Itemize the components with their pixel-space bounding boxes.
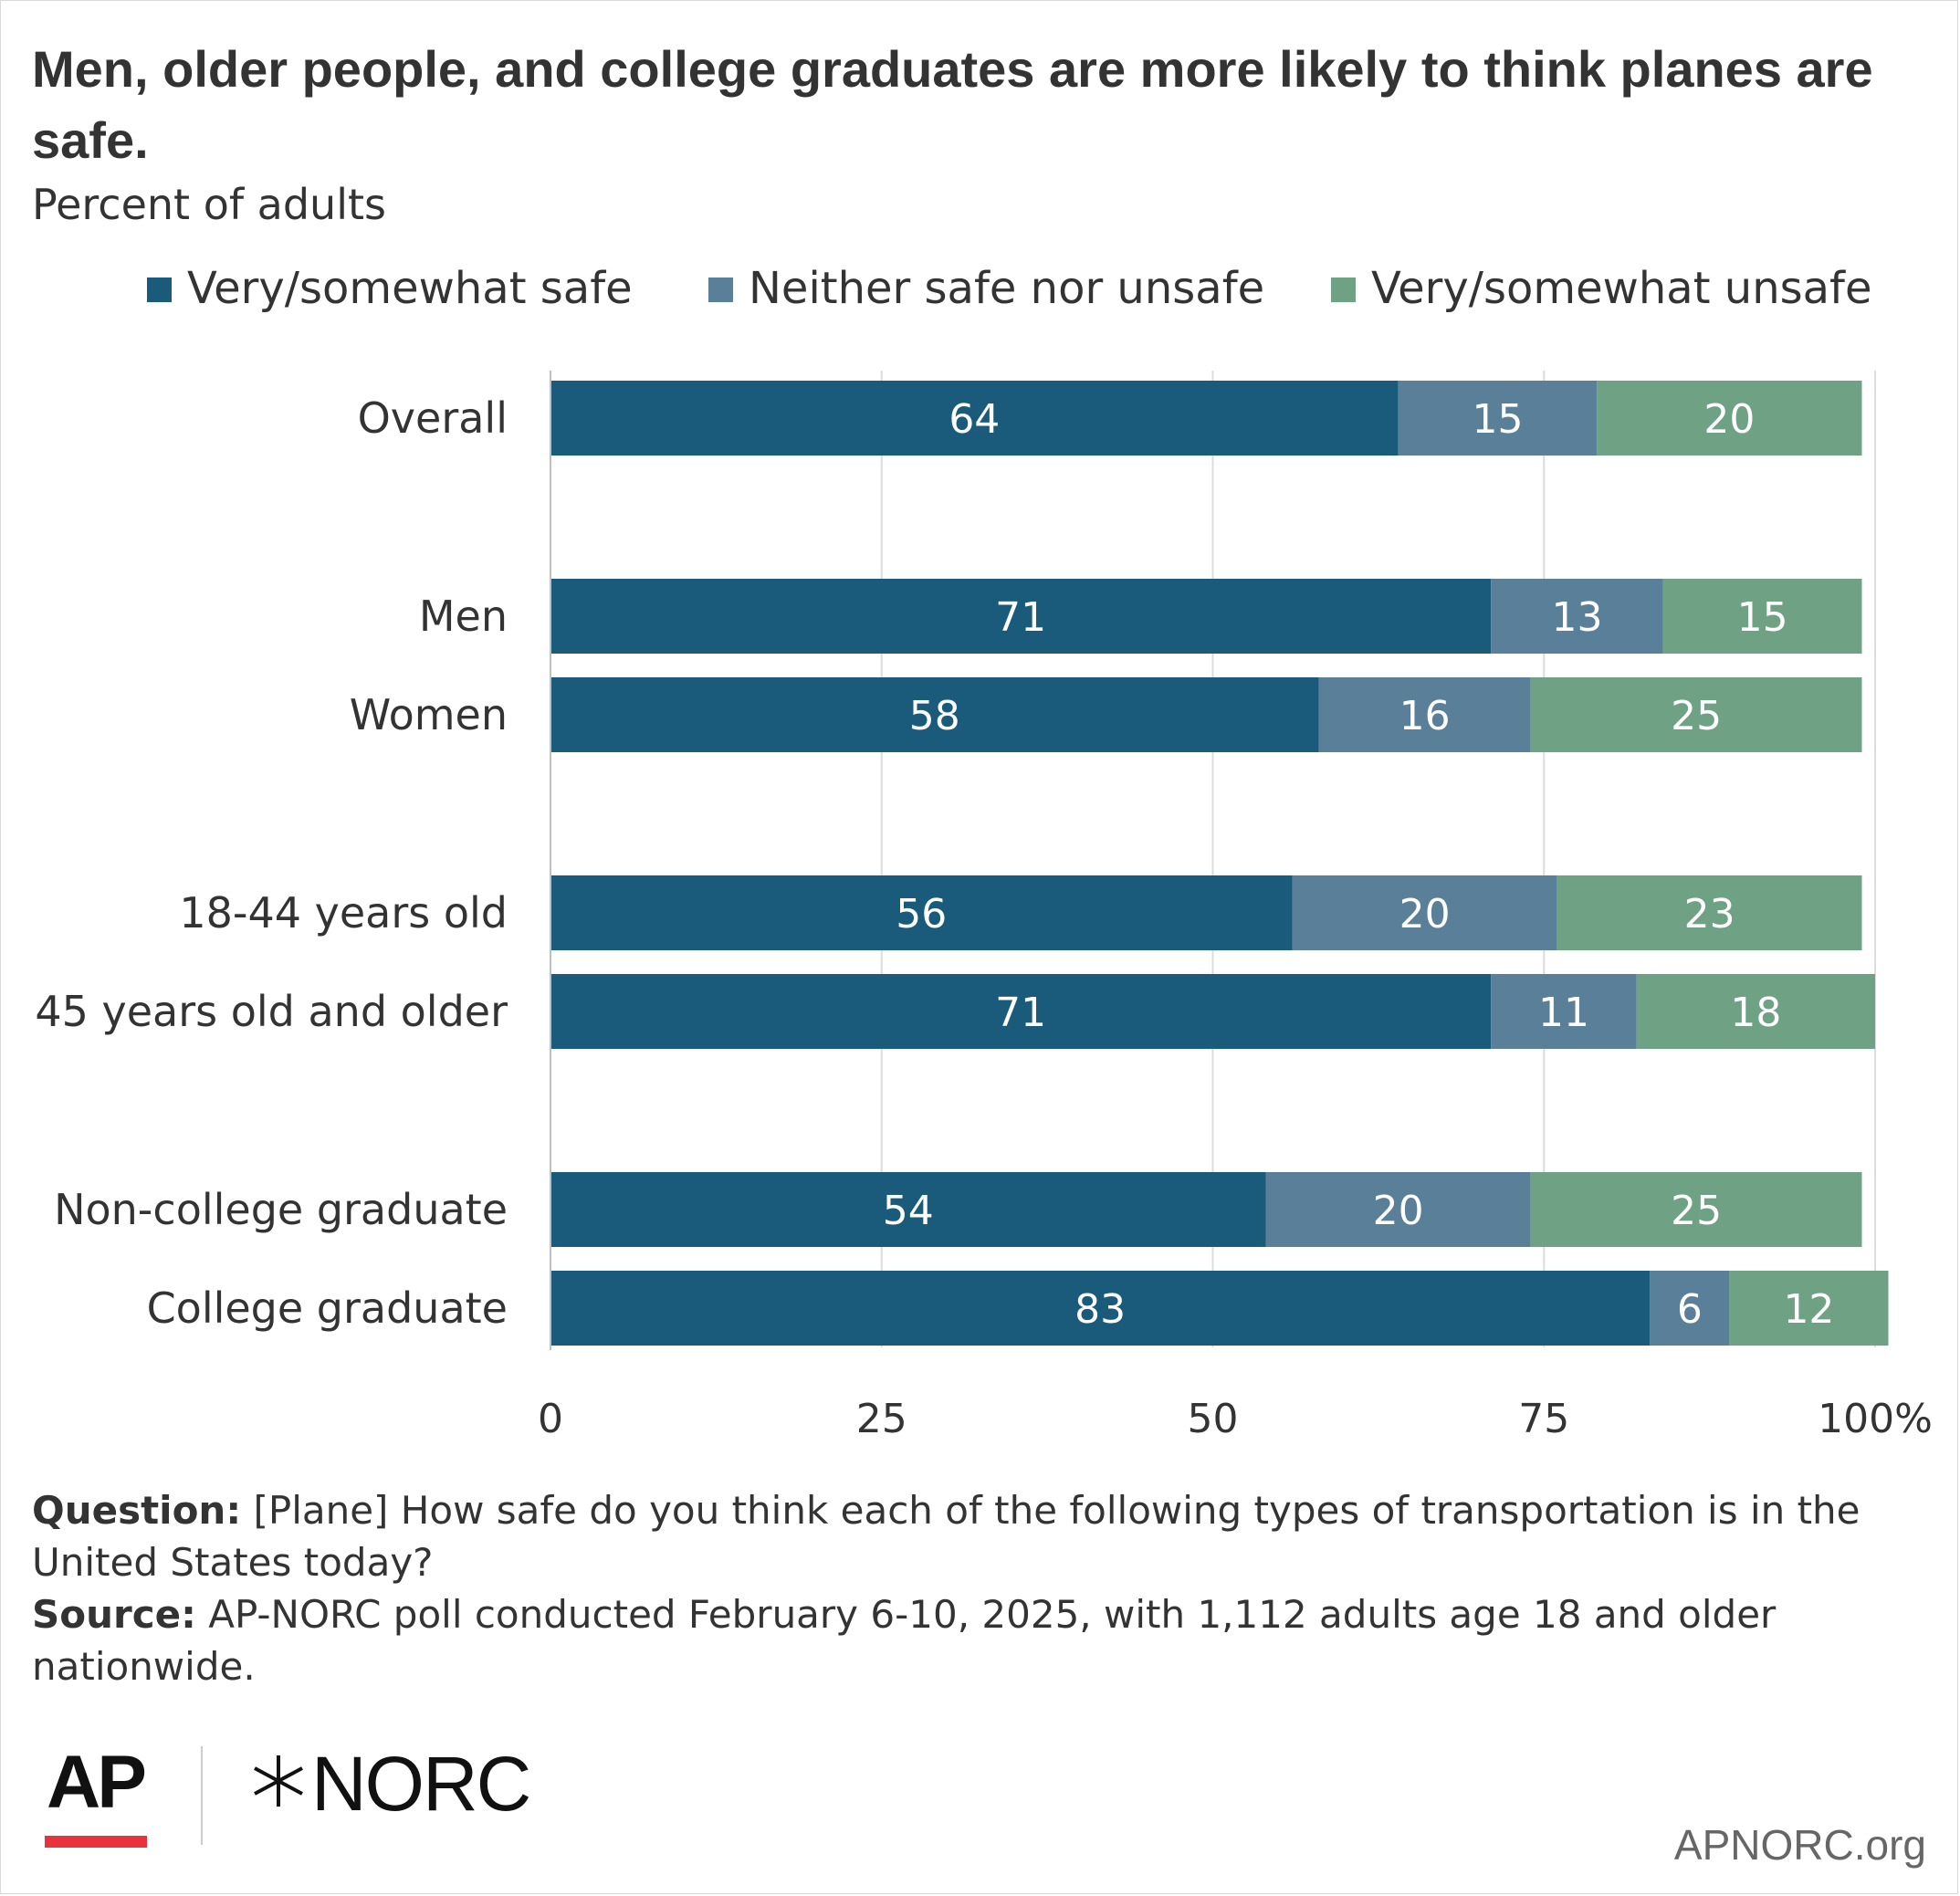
norc-star-icon: [254, 1755, 303, 1807]
x-tick-label: 100%: [1818, 1396, 1933, 1442]
bar-value-label: 54: [883, 1188, 934, 1234]
site-url: APNORC.org: [1673, 1821, 1926, 1869]
bar-value-label: 15: [1472, 396, 1523, 443]
bar-value-label: 12: [1783, 1286, 1834, 1333]
source-text: AP-NORC poll conducted February 6-10, 20…: [32, 1592, 1777, 1689]
category-label: Men: [419, 592, 508, 641]
bar-value-label: 11: [1538, 990, 1589, 1036]
bar-segment: [550, 579, 1492, 654]
bar-value-label: 20: [1373, 1188, 1424, 1234]
bar-segment: [1398, 381, 1598, 456]
bar-chart: 0 25 50 75 100% Overall 64 15 20 Men 71 13 15 Women 58…: [35, 371, 1933, 1442]
bar-value-label: 18: [1730, 990, 1781, 1036]
legend-label-neither: Neither safe nor unsafe: [749, 263, 1265, 314]
bar-segment: [550, 381, 1399, 456]
logo-divider: [201, 1746, 203, 1845]
legend-label-unsafe: Very/somewhat unsafe: [1371, 263, 1872, 314]
category-label: College graduate: [147, 1283, 508, 1333]
bar-value-label: 25: [1671, 1188, 1722, 1234]
category-label: Non-college graduate: [54, 1185, 508, 1234]
bar-value-label: 58: [909, 693, 960, 739]
bar-segment: [550, 677, 1319, 752]
x-tick-label: 50: [1188, 1396, 1239, 1442]
legend-swatch-safe: [147, 278, 172, 302]
bar-segment: [1636, 974, 1875, 1049]
bar-value-label: 20: [1703, 396, 1755, 443]
x-tick-label: 75: [1518, 1396, 1569, 1442]
bar-value-label: 20: [1399, 891, 1451, 938]
bar-segment: [1729, 1271, 1889, 1346]
bar-value-label: 83: [1074, 1286, 1126, 1333]
source-key: Source:: [32, 1592, 196, 1637]
legend-swatch-neither: [708, 278, 733, 302]
bar-segment: [550, 1172, 1266, 1247]
legend-label-safe: Very/somewhat safe: [187, 263, 633, 314]
bar-segment: [1265, 1172, 1531, 1247]
bar-value-label: 71: [995, 990, 1046, 1036]
question-key: Question:: [32, 1488, 242, 1533]
bar-segment: [1662, 579, 1862, 654]
bar-segment: [1491, 974, 1637, 1049]
bar-value-label: 56: [896, 891, 947, 938]
bar-segment: [1650, 1271, 1730, 1346]
bar-segment: [1530, 1172, 1862, 1247]
bar-value-label: 71: [995, 594, 1046, 641]
category-label: 18-44 years old: [179, 888, 508, 938]
ap-logo: AP: [47, 1741, 147, 1824]
source-note: Source: AP-NORC poll conducted February …: [32, 1588, 1913, 1692]
bar-value-label: 23: [1684, 891, 1735, 938]
bar-segment: [1491, 579, 1663, 654]
bar-segment: [550, 1271, 1651, 1346]
bar-segment: [550, 875, 1293, 950]
bar-value-label: 6: [1677, 1286, 1703, 1333]
bar-segment: [1597, 381, 1862, 456]
bar-value-label: 25: [1671, 693, 1722, 739]
category-label: Overall: [358, 393, 508, 443]
chart-title: Men, older people, and college graduates…: [32, 40, 1873, 169]
question-note: Question: [Plane] How safe do you think …: [32, 1484, 1913, 1588]
bar-value-label: 16: [1399, 693, 1451, 739]
question-text: [Plane] How safe do you think each of th…: [32, 1488, 1860, 1585]
chart-subtitle: Percent of adults: [32, 180, 386, 229]
norc-logo: NORC: [311, 1741, 531, 1827]
bar-value-label: 64: [949, 396, 1000, 443]
bar-segment: [1318, 677, 1531, 752]
ap-logo-bar: [45, 1836, 147, 1848]
bar-segment: [550, 974, 1492, 1049]
x-tick-label: 25: [856, 1396, 907, 1442]
chart-notes: Question: [Plane] How safe do you think …: [32, 1484, 1913, 1692]
bar-segment: [1530, 677, 1862, 752]
x-tick-label: 0: [538, 1396, 563, 1442]
bar-value-label: 13: [1552, 594, 1603, 641]
legend-swatch-unsafe: [1331, 278, 1356, 302]
bar-value-label: 15: [1737, 594, 1788, 641]
category-label: Women: [350, 690, 508, 739]
category-label: 45 years old and older: [35, 987, 508, 1036]
bar-segment: [1556, 875, 1862, 950]
bar-segment: [1292, 875, 1557, 950]
